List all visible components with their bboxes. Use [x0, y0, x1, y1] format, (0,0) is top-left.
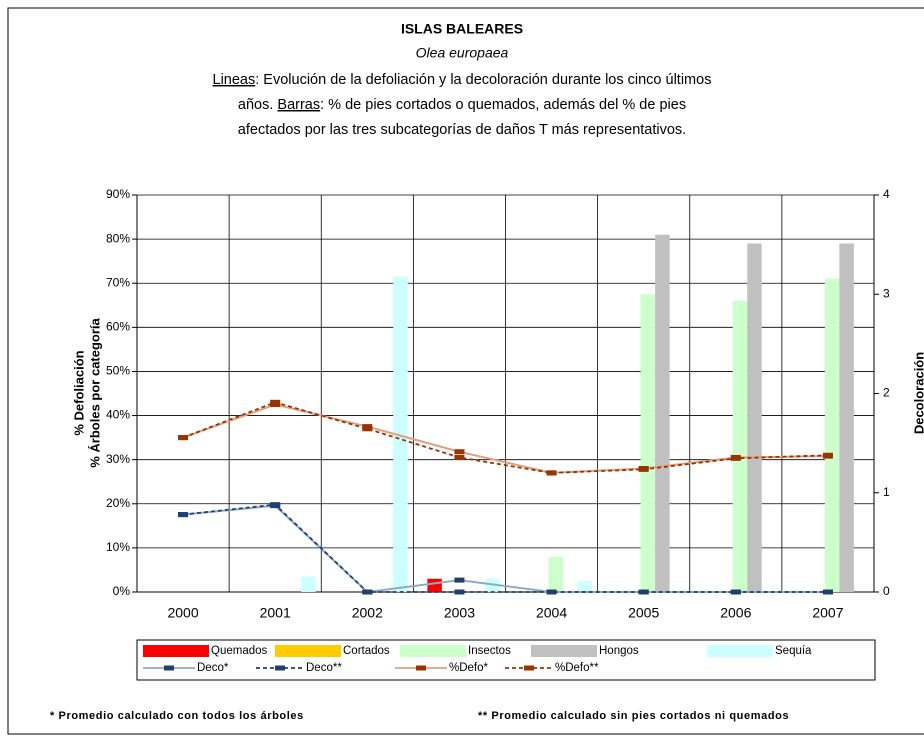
bar — [301, 576, 316, 592]
description-part: Lineas — [213, 72, 256, 88]
bar — [839, 243, 854, 592]
marker — [454, 449, 465, 455]
bar — [393, 276, 408, 592]
y2-tick-label: 4 — [883, 187, 890, 201]
marker — [730, 455, 741, 461]
y2-tick-label: 2 — [883, 386, 890, 400]
marker — [454, 577, 465, 583]
legend-label: Hongos — [599, 645, 639, 657]
description: Lineas: Evolución de la defoliación y la… — [213, 72, 712, 88]
x-tick-label: 2005 — [628, 605, 659, 621]
bar — [548, 556, 563, 592]
chart-subtitle: Olea europaea — [416, 45, 509, 61]
x-tick-label: 2000 — [167, 605, 198, 621]
footnote: * Promedio calculado con todos los árbol… — [50, 710, 304, 722]
y-tick-label: 70% — [106, 275, 130, 289]
marker — [454, 454, 465, 460]
legend-label: Quemados — [211, 645, 268, 657]
legend-label: Insectos — [468, 645, 511, 657]
bar — [577, 580, 592, 592]
y-tick-label: 10% — [106, 540, 130, 554]
y-tick-label: 90% — [106, 187, 130, 201]
y-tick-label: 30% — [106, 452, 130, 466]
x-tick-label: 2007 — [812, 605, 843, 621]
y-tick-label: 60% — [106, 320, 130, 334]
legend-label: %Defo* — [449, 662, 489, 674]
y-tick-label: 80% — [106, 231, 130, 245]
y-tick-label: 50% — [106, 364, 130, 378]
y-tick-label: 0% — [113, 584, 131, 598]
marker — [454, 589, 465, 595]
legend-label: Sequía — [775, 645, 812, 657]
marker — [822, 589, 833, 595]
legend-label: Cortados — [343, 645, 390, 657]
legend-label: Deco** — [306, 662, 342, 674]
legend-marker — [416, 665, 426, 671]
description: años. Barras: % de pies cortados o quema… — [238, 97, 686, 113]
y2-tick-label: 3 — [883, 286, 890, 300]
line — [182, 503, 828, 593]
y-axis-label: % Defoliación — [71, 350, 86, 435]
bar — [427, 578, 442, 592]
bar — [824, 278, 840, 592]
legend-swatch — [707, 645, 773, 657]
marker — [546, 470, 557, 476]
bar — [640, 294, 656, 592]
line — [182, 401, 828, 474]
chart-title: ISLAS BALEARES — [401, 21, 523, 37]
y2-axis-label: Decoloración — [911, 352, 924, 434]
legend-swatch — [531, 645, 597, 657]
y-tick-label: 40% — [106, 408, 130, 422]
marker — [822, 452, 833, 458]
y2-tick-label: 0 — [883, 584, 890, 598]
bar — [732, 300, 748, 592]
y-tick-label: 20% — [106, 496, 130, 510]
description-part: Barras — [277, 97, 320, 113]
marker — [638, 466, 649, 472]
marker — [270, 399, 281, 405]
marker — [730, 589, 741, 595]
legend-swatch — [143, 645, 209, 657]
marker — [546, 589, 557, 595]
legend-label: Deco* — [197, 662, 229, 674]
x-tick-label: 2002 — [352, 605, 383, 621]
y-axis-label: % Árboles por categoría — [87, 317, 102, 467]
legend-marker — [275, 665, 285, 671]
x-tick-label: 2004 — [536, 605, 567, 621]
description-part: : Evolución de la defoliación y la decol… — [255, 72, 711, 88]
description-part: años. — [238, 97, 278, 113]
marker — [178, 435, 189, 441]
legend-swatch — [275, 645, 341, 657]
y2-tick-label: 1 — [883, 485, 890, 499]
marker — [362, 426, 373, 432]
legend-marker — [524, 665, 534, 671]
marker — [270, 502, 281, 508]
description-part: : % de pies cortados o quemados, además … — [320, 97, 686, 113]
footnote: ** Promedio calculado sin pies cortados … — [478, 710, 789, 722]
description: afectados por las tres subcategorías de … — [238, 122, 686, 138]
marker — [178, 512, 189, 518]
bar — [655, 234, 670, 592]
x-tick-label: 2003 — [444, 605, 475, 621]
legend-label: %Defo** — [555, 662, 599, 674]
x-tick-label: 2001 — [260, 605, 291, 621]
marker — [638, 589, 649, 595]
legend-swatch — [400, 645, 466, 657]
bar — [747, 243, 762, 592]
marker — [362, 589, 373, 595]
x-tick-label: 2006 — [720, 605, 751, 621]
legend-marker — [164, 665, 174, 671]
